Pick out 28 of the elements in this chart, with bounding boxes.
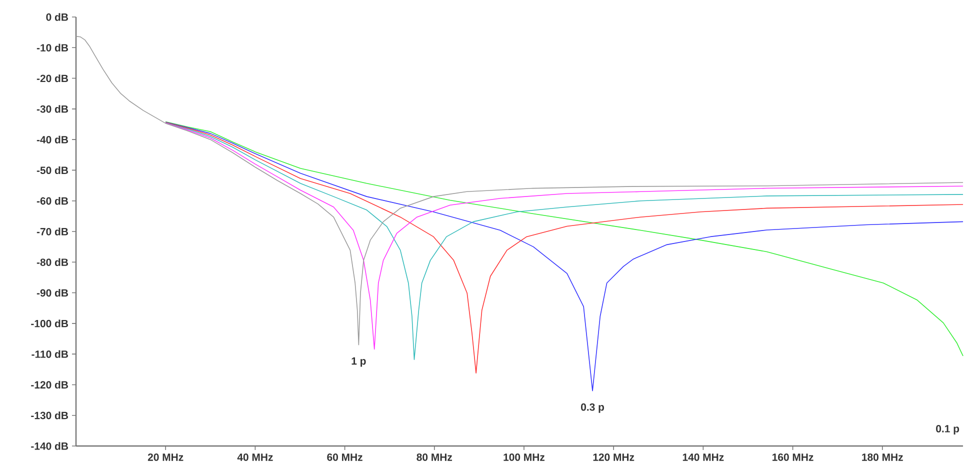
y-tick-label: -30 dB — [36, 105, 68, 113]
y-tick-label: 0 dB — [46, 13, 68, 21]
annotation: 0.1 p — [936, 425, 960, 434]
x-tick-label: 80 MHz — [416, 454, 452, 461]
y-tick-label: -60 dB — [36, 197, 68, 205]
annotation: 0.3 p — [581, 403, 604, 413]
x-tick-label: 100 MHz — [504, 454, 545, 461]
y-tick-label: -140 dB — [31, 442, 68, 450]
y-tick-label: -120 dB — [31, 380, 68, 389]
x-tick-label: 20 MHz — [148, 454, 184, 461]
y-tick-label: -40 dB — [36, 136, 68, 144]
x-tick-label: 40 MHz — [237, 454, 273, 461]
x-tick-label: 60 MHz — [327, 454, 362, 461]
x-tick-label: 180 MHz — [862, 454, 903, 461]
line-series — [76, 36, 964, 346]
y-tick-label: -70 dB — [36, 228, 68, 236]
y-tick-label: -90 dB — [36, 288, 68, 297]
y-tick-label: -110 dB — [32, 350, 68, 358]
y-tick-label: -10 dB — [36, 44, 68, 52]
y-tick-label: -80 dB — [36, 258, 68, 266]
x-tick-label: 120 MHz — [593, 454, 634, 461]
y-tick-label: -50 dB — [36, 166, 68, 174]
annotation: 1 p — [352, 357, 366, 367]
y-tick-label: -20 dB — [36, 74, 68, 82]
y-tick-label: -100 dB — [31, 320, 68, 328]
x-tick-label: 160 MHz — [772, 454, 814, 461]
y-tick-label: -130 dB — [31, 412, 68, 420]
x-tick-label: 140 MHz — [682, 454, 724, 461]
